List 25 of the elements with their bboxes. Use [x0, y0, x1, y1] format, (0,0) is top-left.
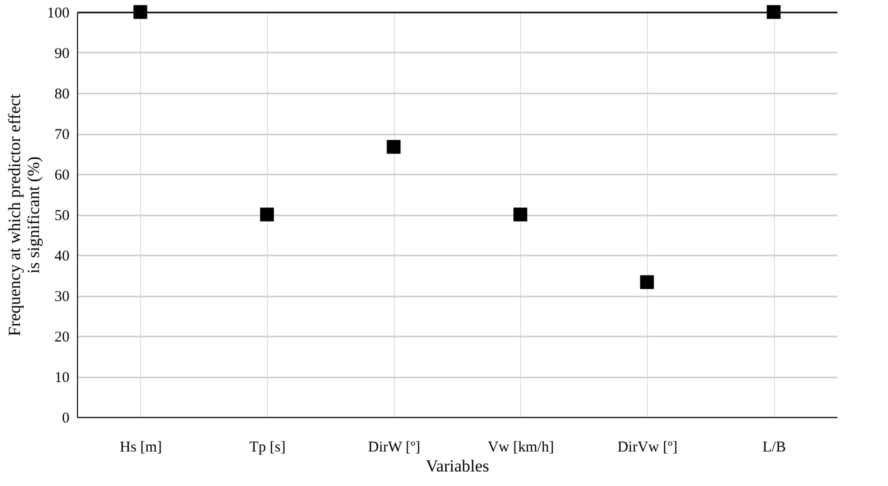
x-axis-title: Variables	[426, 456, 490, 476]
x-tick-label: Hs [m]	[120, 440, 162, 456]
point	[513, 208, 528, 222]
point	[386, 140, 401, 154]
x-tick-label: Tp [s]	[249, 440, 286, 456]
point	[260, 208, 274, 222]
y-axis-title: Frequency at which predictor effect is significant (%)	[5, 94, 43, 336]
y-tick-label: 40	[54, 248, 70, 264]
y-tick-label: 50	[54, 208, 70, 224]
x-tick-label: DirVw [º]	[617, 440, 678, 456]
y-tick-label: 100	[47, 6, 70, 22]
point	[766, 5, 781, 19]
y-tick-label: 80	[54, 86, 70, 102]
x-tick-label: L/B	[762, 440, 786, 456]
point	[640, 275, 654, 290]
y-tick-label: 20	[54, 330, 70, 346]
y-tick-label: 0	[62, 410, 70, 426]
y-tick-label: 30	[54, 289, 70, 305]
y-tick-label: 10	[54, 370, 70, 386]
x-tick-label: Vw [km/h]	[488, 440, 554, 456]
x-tick-label: DirW [º]	[368, 440, 420, 456]
y-tick-label: 90	[54, 46, 70, 62]
point	[133, 5, 148, 19]
y-tick-label: 60	[54, 168, 70, 184]
y-tick-label: 70	[54, 127, 70, 143]
